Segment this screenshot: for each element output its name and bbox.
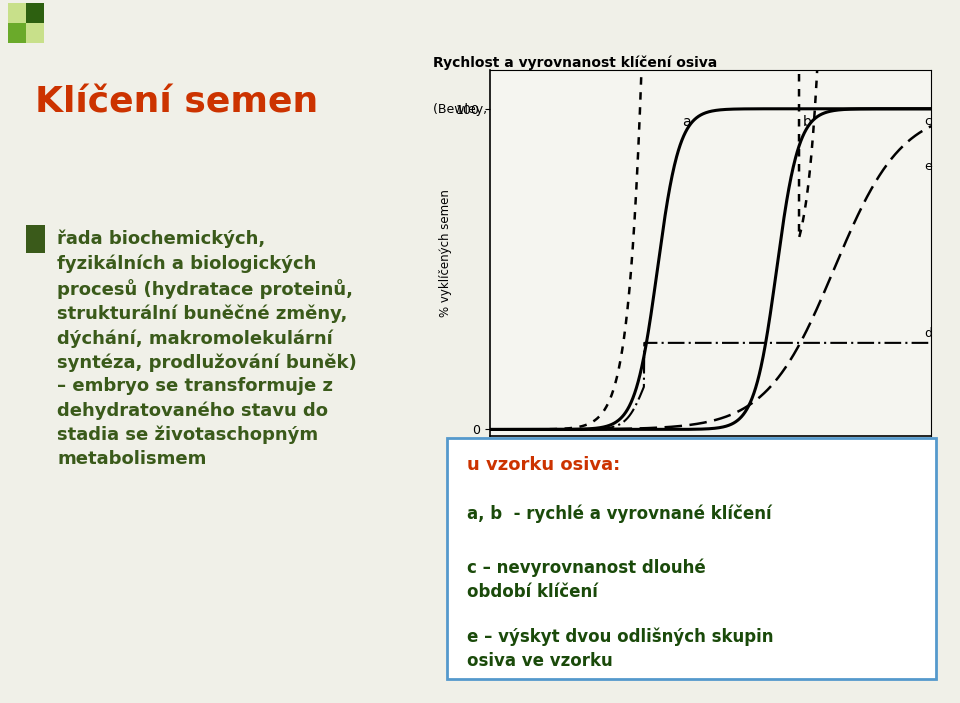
Bar bbox=[8, 4, 44, 44]
Bar bbox=[26, 4, 44, 23]
Bar bbox=[8, 23, 26, 44]
Text: e – výskyt dvou odlišných skupin
osiva ve vzorku: e – výskyt dvou odlišných skupin osiva v… bbox=[467, 628, 773, 670]
Text: (Bewley, Black, 1994): (Bewley, Black, 1994) bbox=[433, 103, 569, 115]
Text: c – nevyrovnanost dlouhé
období klíčení: c – nevyrovnanost dlouhé období klíčení bbox=[467, 559, 706, 601]
Text: d: d bbox=[924, 327, 932, 340]
Text: a, b  - rychlé a vyrovnané klíčení: a, b - rychlé a vyrovnané klíčení bbox=[467, 505, 771, 523]
Text: e: e bbox=[924, 160, 932, 173]
Bar bbox=[27, 225, 45, 253]
Text: a: a bbox=[682, 115, 690, 129]
Text: c: c bbox=[924, 115, 931, 128]
Text: Klíčení semen: Klíčení semen bbox=[36, 85, 319, 119]
Text: Rychlost a vyrovnanost klíčení osiva: Rychlost a vyrovnanost klíčení osiva bbox=[433, 56, 717, 70]
X-axis label: čas: čas bbox=[699, 439, 722, 453]
FancyBboxPatch shape bbox=[446, 439, 936, 679]
Text: u vzorku osiva:: u vzorku osiva: bbox=[467, 456, 620, 474]
Text: řada biochemických,
fyzikálních a biologických
procesů (hydratace proteinů,
stru: řada biochemických, fyzikálních a biolog… bbox=[58, 230, 357, 467]
Y-axis label: % vyklíčených semen: % vyklíčených semen bbox=[439, 189, 452, 317]
Text: b: b bbox=[804, 115, 812, 129]
